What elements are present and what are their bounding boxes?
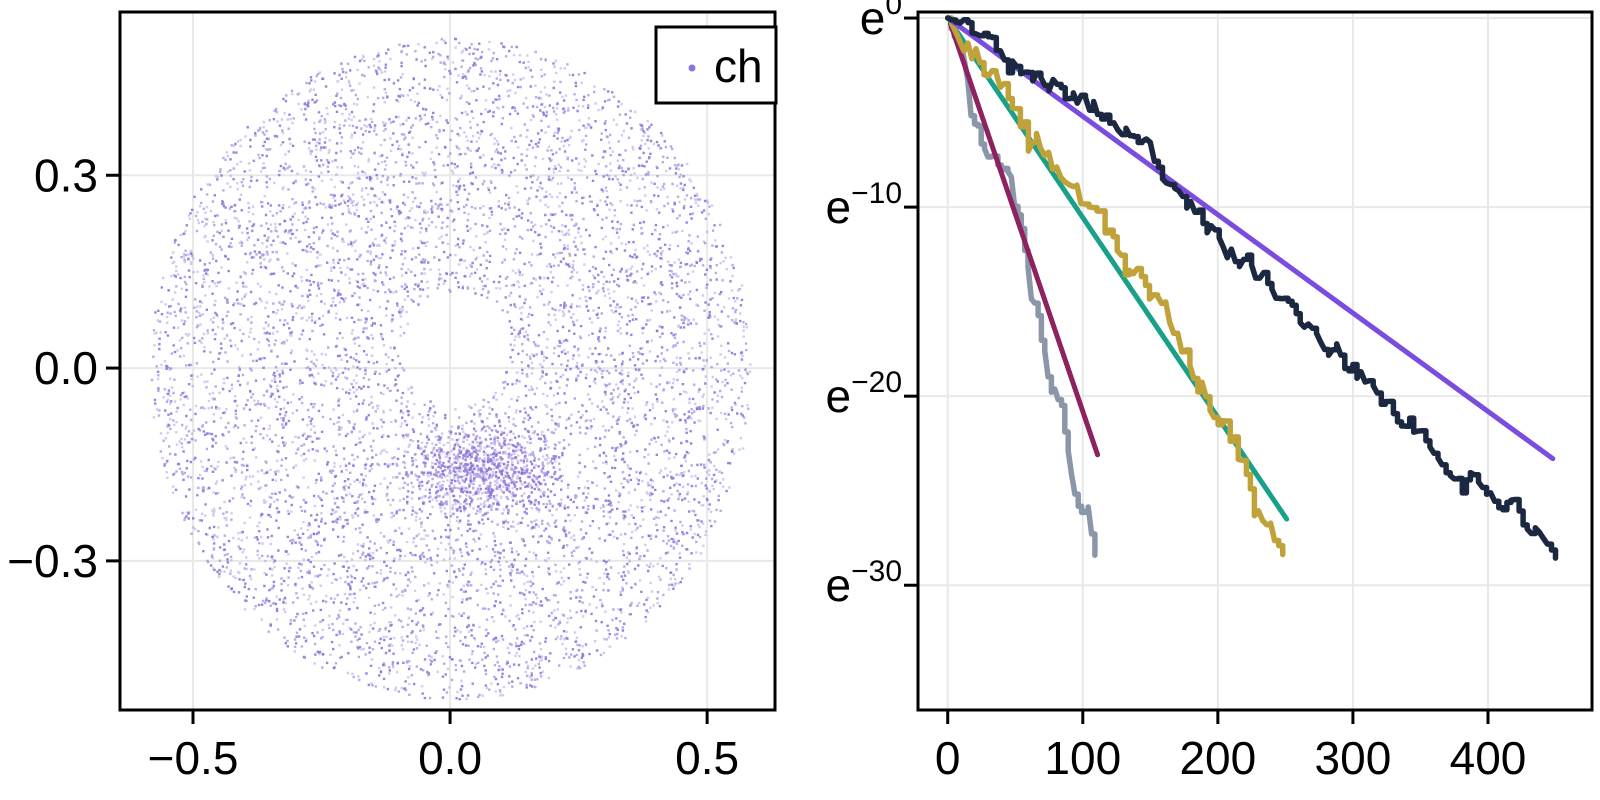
decay-lines bbox=[944, 15, 1559, 561]
legend-dot-marker bbox=[688, 64, 696, 72]
scatter-plot-panel: −0.5 0.0 0.5 0.3 0.0 −0.3 ch bbox=[7, 10, 778, 784]
decay-x-tick-label: 0 bbox=[935, 732, 961, 784]
scatter-y-tick-label: 0.3 bbox=[34, 149, 98, 201]
decay-frame bbox=[916, 10, 1594, 712]
series-decay-mid-noisy bbox=[944, 15, 1286, 558]
exp-base: e bbox=[826, 370, 852, 422]
exp-base: e bbox=[826, 559, 852, 611]
scatter-x-tick-label: 0.0 bbox=[418, 732, 482, 784]
legend: ch bbox=[654, 25, 778, 105]
scatter-y-tick-label: 0.0 bbox=[34, 342, 98, 394]
decay-y-tick-label: e−30 bbox=[826, 555, 902, 611]
series-fit-fast bbox=[947, 21, 1101, 458]
exp-superscript: −10 bbox=[851, 177, 902, 210]
exp-superscript: 0 bbox=[885, 0, 902, 21]
series-decay-slow-noisy bbox=[944, 15, 1559, 561]
exp-base: e bbox=[860, 0, 886, 44]
scatter-x-tick-label: 0.5 bbox=[675, 732, 739, 784]
legend-box bbox=[654, 25, 778, 105]
scatter-x-tick-label: −0.5 bbox=[148, 732, 239, 784]
decay-gridlines bbox=[918, 12, 1592, 710]
decay-y-tick-label: e−10 bbox=[826, 177, 902, 233]
decay-x-tick-label: 300 bbox=[1315, 732, 1392, 784]
scatter-frame bbox=[118, 10, 777, 712]
scatter-y-tick-label: −0.3 bbox=[7, 535, 98, 587]
decay-y-tick-label: e−20 bbox=[826, 366, 902, 422]
decay-y-tick-label: e0 bbox=[860, 0, 902, 44]
series-decay-fast-noisy bbox=[944, 15, 1098, 558]
exp-superscript: −30 bbox=[851, 555, 902, 588]
decay-x-tick-label: 400 bbox=[1450, 732, 1527, 784]
exp-base: e bbox=[826, 181, 852, 233]
decay-x-tick-label: 100 bbox=[1044, 732, 1121, 784]
decay-x-tick-label: 200 bbox=[1179, 732, 1256, 784]
scatter-gridlines bbox=[120, 12, 775, 710]
legend-label: ch bbox=[714, 40, 763, 92]
scatter-points bbox=[152, 39, 752, 700]
exp-superscript: −20 bbox=[851, 366, 902, 399]
series-fit-slow bbox=[947, 17, 1556, 462]
